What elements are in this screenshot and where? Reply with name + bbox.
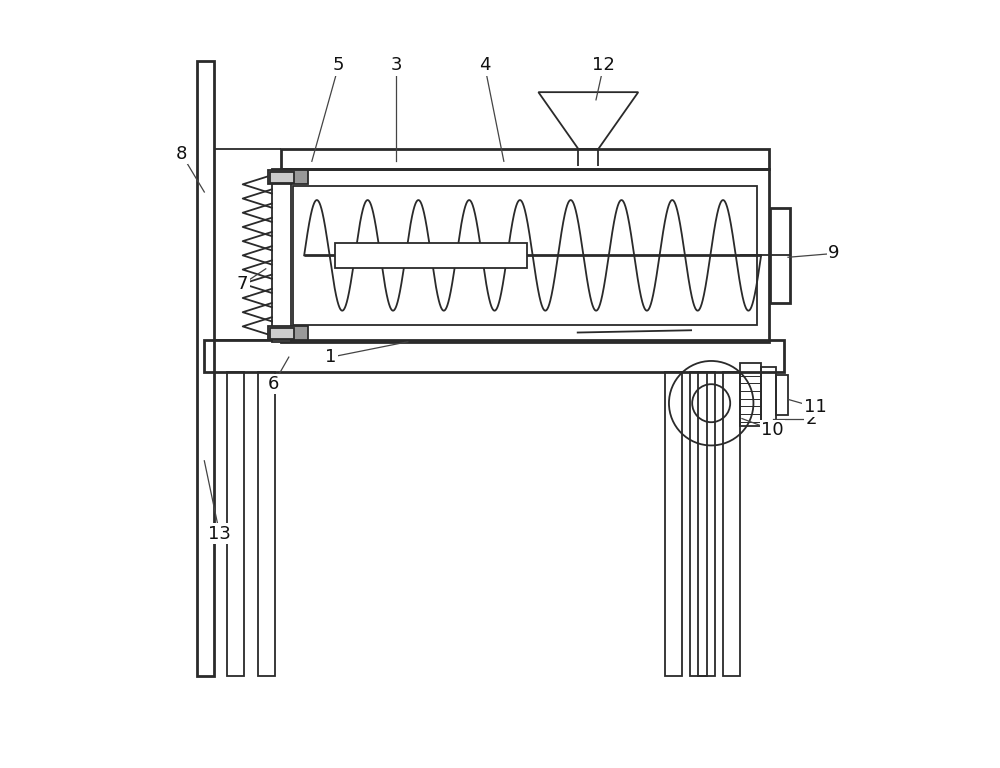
Text: 1: 1	[325, 348, 337, 366]
Text: 3: 3	[391, 56, 402, 74]
Text: 12: 12	[592, 56, 615, 74]
Text: 2: 2	[805, 409, 817, 428]
Bar	[272, 169, 291, 342]
Text: 5: 5	[333, 56, 344, 74]
Bar	[690, 372, 707, 676]
Bar	[268, 326, 308, 340]
Bar	[268, 170, 308, 184]
Text: 7: 7	[237, 275, 248, 293]
Bar	[281, 149, 769, 169]
Bar	[197, 61, 214, 676]
Bar	[770, 208, 790, 303]
Text: 10: 10	[761, 421, 784, 439]
Bar	[665, 372, 682, 676]
Bar	[227, 372, 244, 676]
Bar	[270, 172, 294, 183]
Bar	[761, 367, 776, 422]
Text: 11: 11	[804, 398, 826, 416]
Bar	[335, 243, 527, 267]
Bar	[698, 372, 715, 676]
Text: 8: 8	[176, 144, 187, 163]
Bar	[204, 340, 784, 372]
Bar	[740, 363, 761, 426]
Text: 6: 6	[268, 375, 279, 393]
Bar	[281, 169, 769, 342]
Text: 9: 9	[828, 244, 840, 263]
Text: 13: 13	[208, 525, 231, 543]
Bar	[723, 372, 740, 676]
Bar	[258, 372, 275, 676]
Bar	[270, 328, 294, 339]
Bar	[776, 375, 788, 415]
Text: 4: 4	[479, 56, 490, 74]
Bar	[293, 186, 757, 325]
